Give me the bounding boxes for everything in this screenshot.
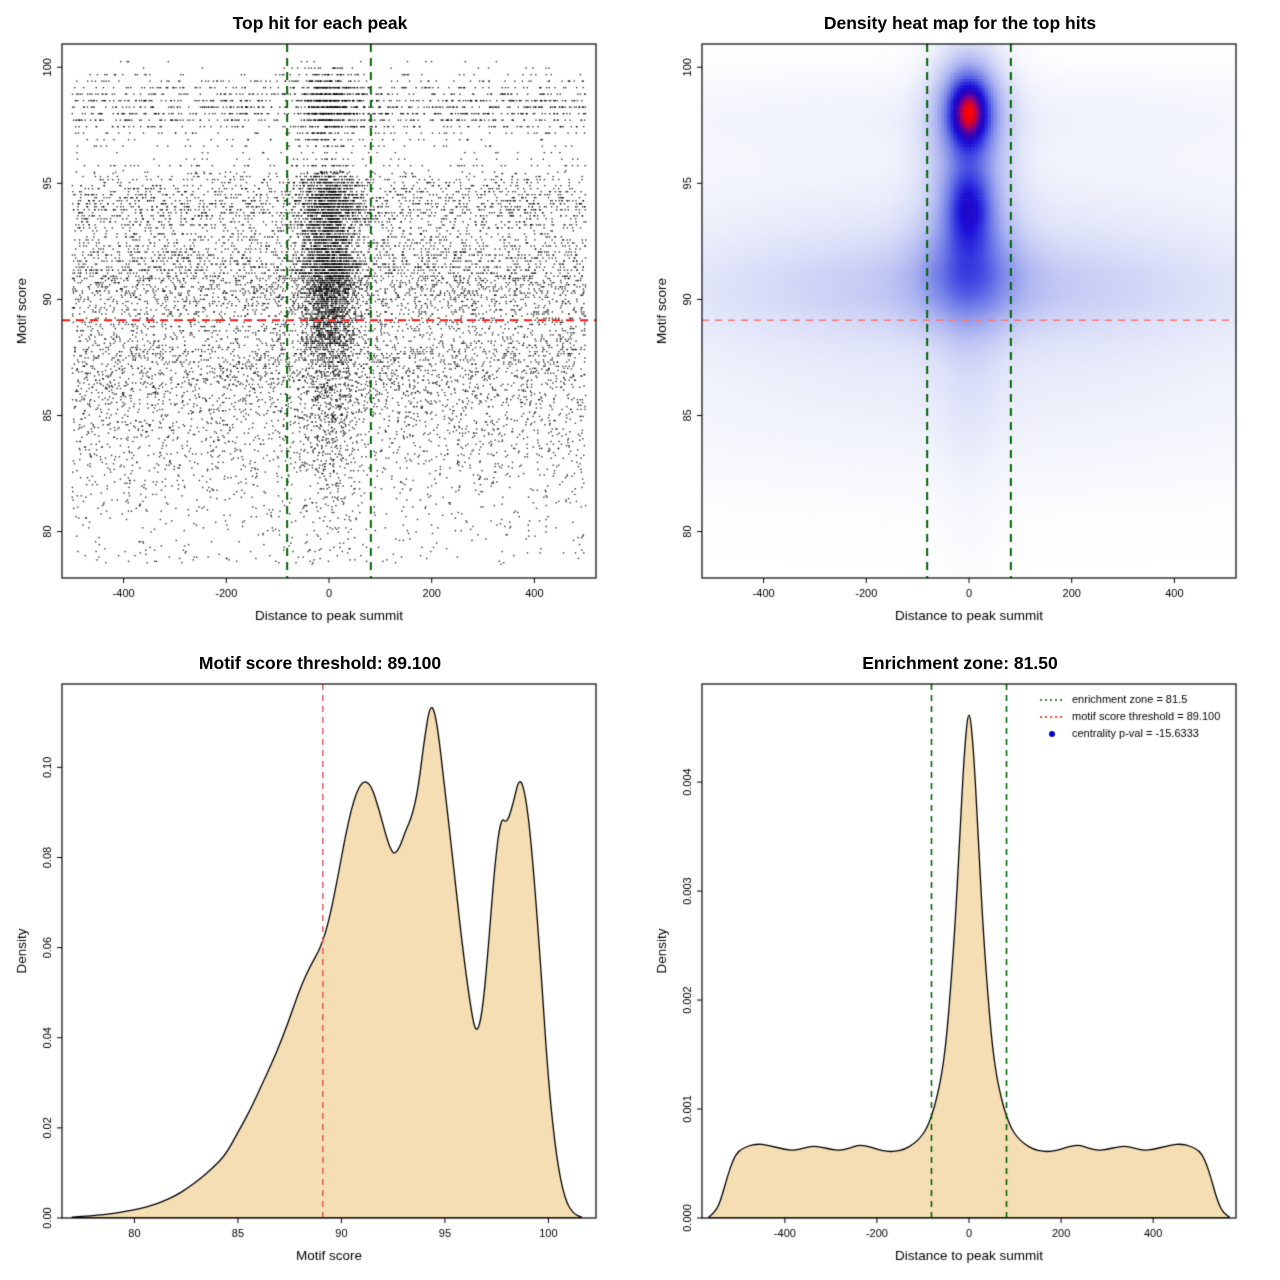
panel-enrichment-zone-density: Enrichment zone: 81.50: [640, 640, 1280, 1280]
scatter-plot-title: Top hit for each peak: [232, 13, 408, 33]
heatmap-plot-title: Density heat map for the top hits: [823, 13, 1097, 33]
motif-score-density-title: Motif score threshold: 89.100: [198, 653, 442, 673]
panel-motif-score-density: Motif score threshold: 89.100: [0, 640, 640, 1280]
panel-top-hit-scatter: Top hit for each peak: [0, 0, 640, 640]
enrichment-zone-density-title: Enrichment zone: 81.50: [862, 653, 1058, 673]
motif-score-density-canvas: [0, 640, 640, 1280]
panel-density-heatmap: Density heat map for the top hits: [640, 0, 1280, 640]
enrichment-zone-density-canvas: [640, 640, 1280, 1280]
scatter-plot-canvas: [0, 0, 640, 640]
heatmap-plot-canvas: [640, 0, 1280, 640]
